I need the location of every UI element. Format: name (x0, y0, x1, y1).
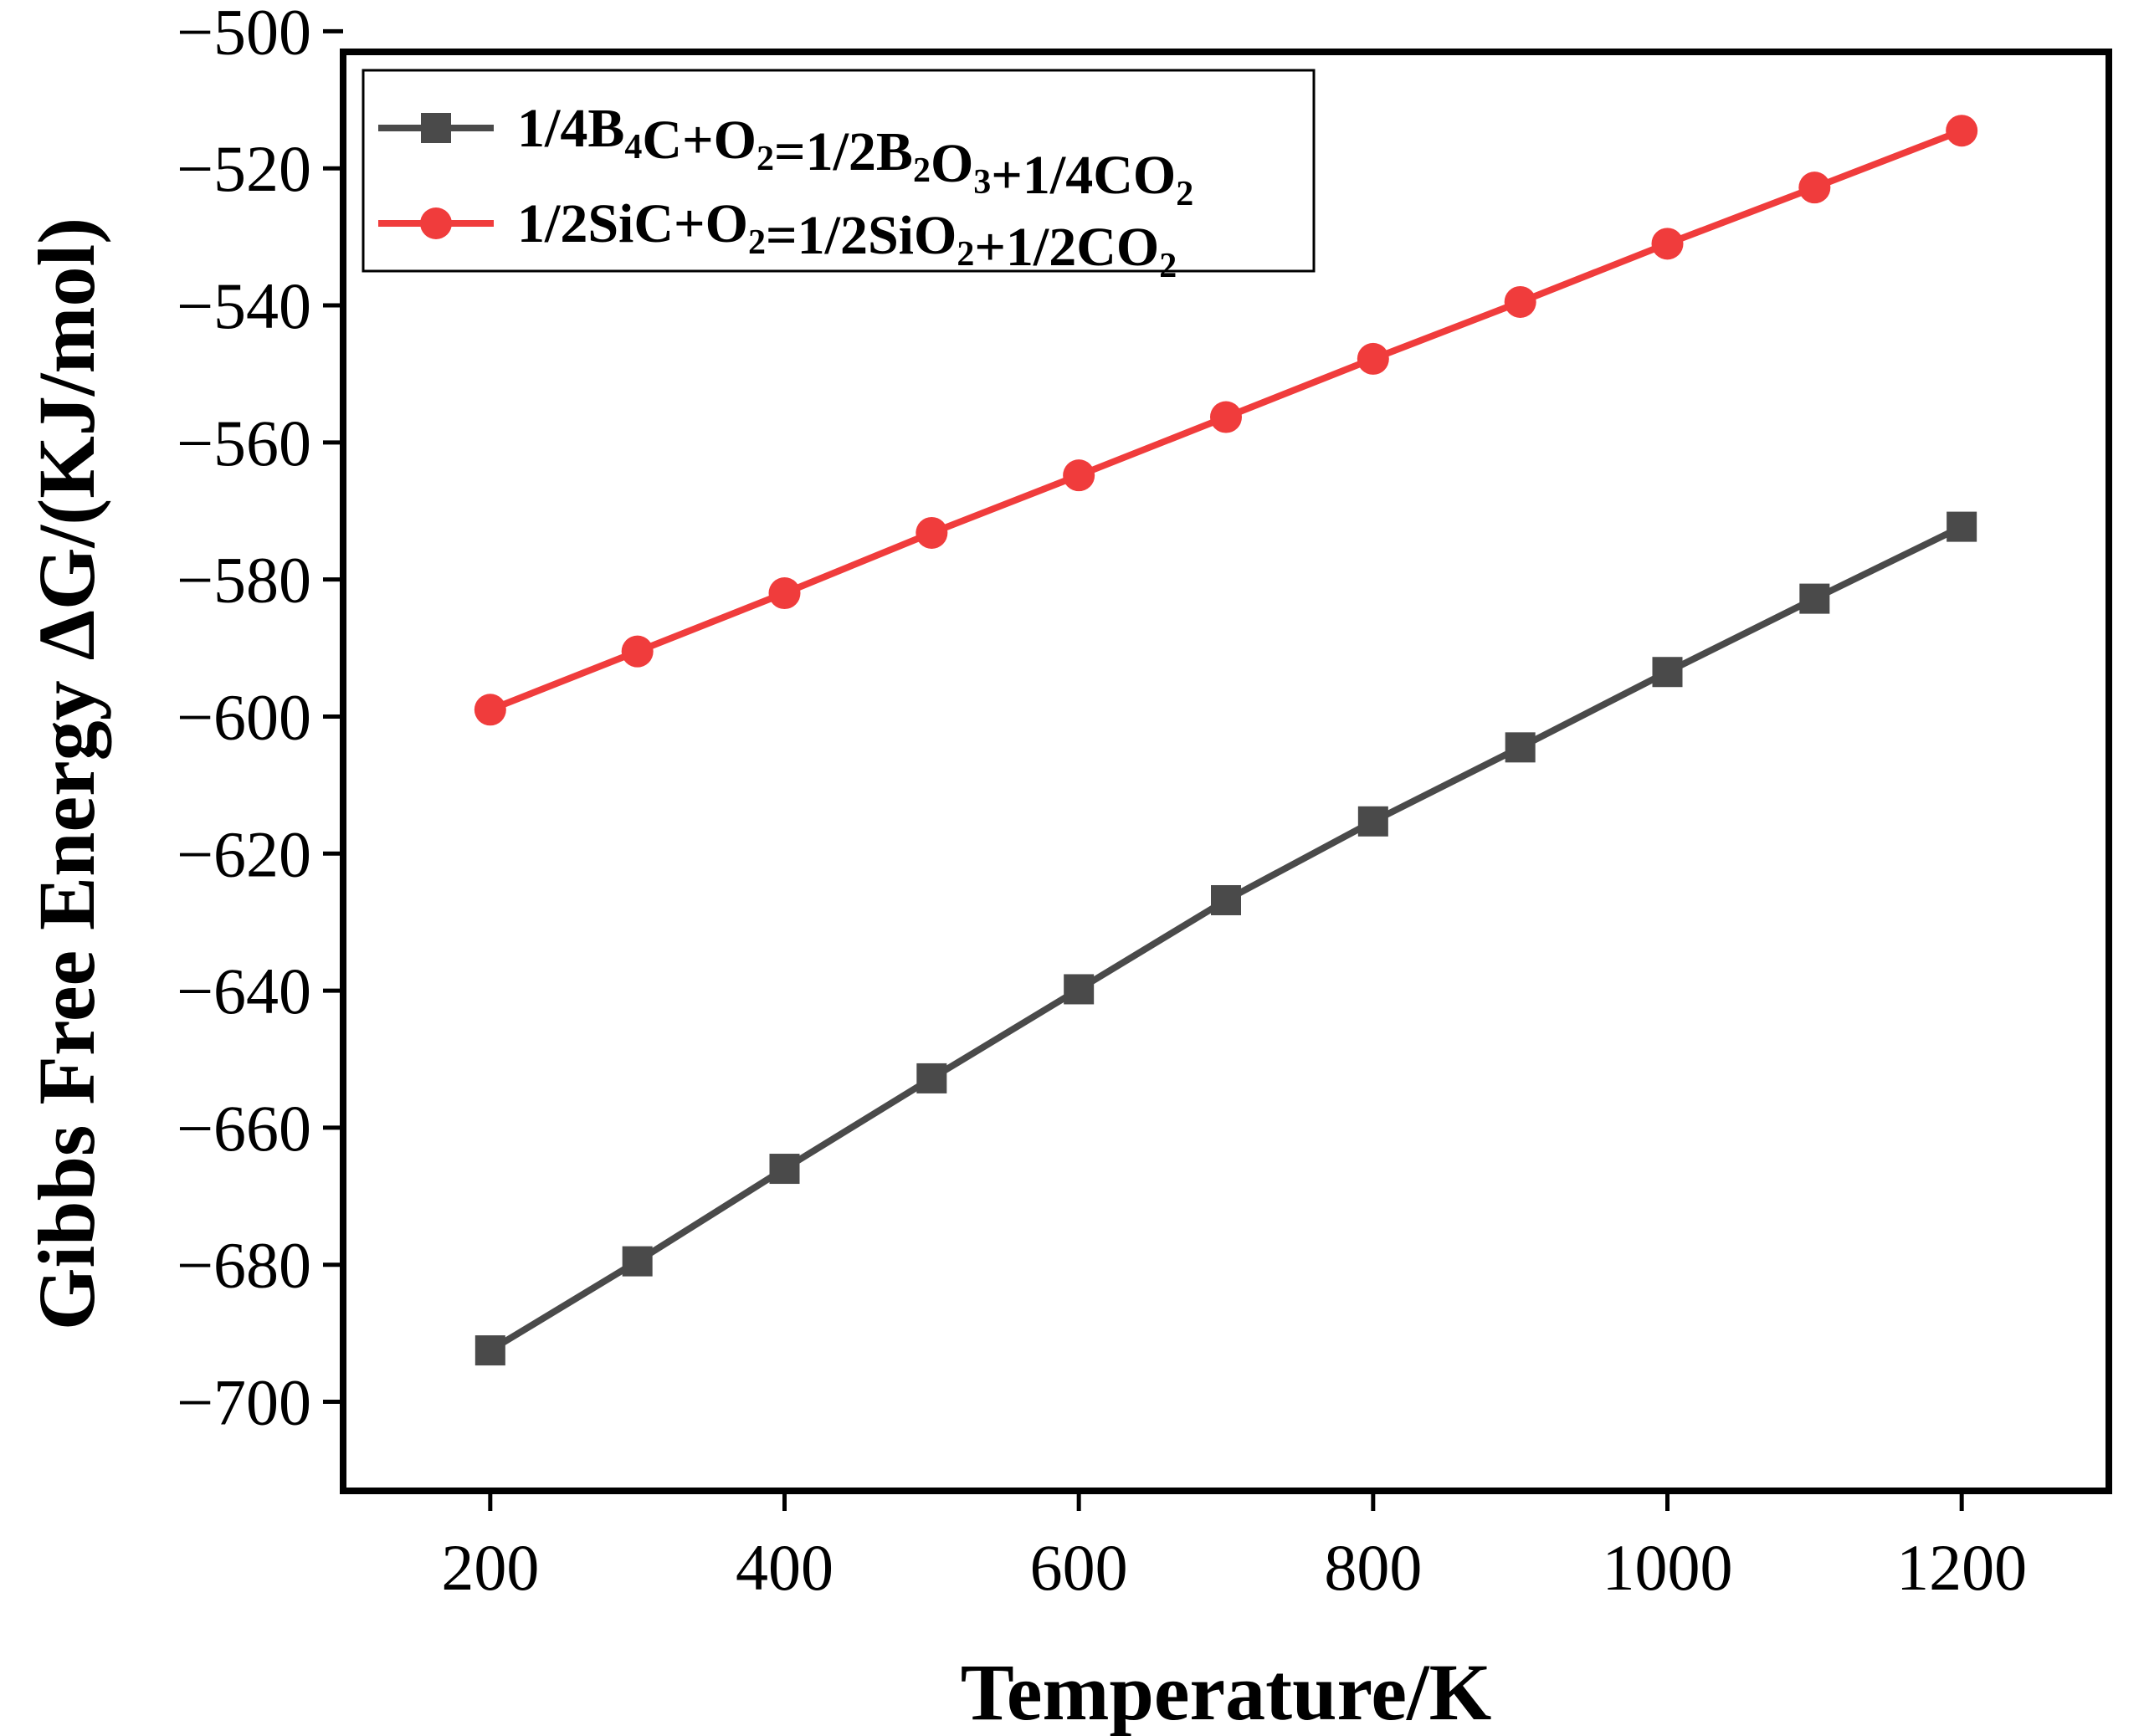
data-point (1798, 172, 1831, 204)
legend-marker (421, 113, 451, 143)
data-point (1357, 342, 1389, 375)
x-tick-label: 200 (441, 1531, 539, 1604)
data-point (1357, 806, 1388, 837)
legend: 1/4B4C+O2=1/2B2O3+1/4CO21/2SiC+O2=1/2SiO… (362, 69, 1316, 285)
data-point (1504, 285, 1536, 318)
data-point (622, 1246, 653, 1277)
series-0 (474, 511, 1977, 1366)
legend-label: 1/2SiC+O2=1/2SiO2+1/2CO2 (517, 193, 1177, 285)
y-tick-label: −620 (177, 817, 311, 890)
data-point (1505, 732, 1536, 763)
x-tick-label: 800 (1324, 1531, 1422, 1604)
data-point (1799, 583, 1830, 614)
y-tick-label: −540 (177, 269, 311, 342)
x-tick-label: 1000 (1603, 1531, 1733, 1604)
x-tick-label: 600 (1030, 1531, 1128, 1604)
series-layer (474, 115, 1978, 1366)
legend-entry-1: 1/2SiC+O2=1/2SiO2+1/2CO2 (378, 193, 1177, 285)
data-point (1946, 115, 1978, 147)
data-point (1063, 459, 1095, 492)
y-tick-label: −660 (177, 1092, 311, 1165)
y-tick-label: −600 (177, 680, 311, 753)
data-point (916, 1063, 947, 1093)
data-point (1947, 511, 1977, 542)
data-point (769, 1154, 800, 1185)
x-axis-title: Temperature/K (961, 1647, 1492, 1736)
legend-marker (420, 207, 452, 239)
y-tick-label: −560 (177, 407, 311, 479)
x-tick-label: 400 (736, 1531, 833, 1604)
x-tick-label: 1200 (1896, 1531, 2027, 1604)
data-point (474, 694, 506, 726)
data-point (621, 635, 654, 668)
y-tick-label: −500 (177, 0, 311, 68)
plot-frame (340, 49, 2112, 1494)
data-point (1211, 884, 1241, 915)
data-point (1651, 228, 1684, 260)
data-point (916, 516, 948, 549)
data-point (1652, 657, 1683, 688)
ticks-layer: 200 400 600 800 1000 1200 −500 −520 −540 −560 −580… (177, 0, 2027, 1604)
y-tick-label: −520 (177, 132, 311, 205)
legend-entry-0: 1/4B4C+O2=1/2B2O3+1/4CO2 (378, 98, 1193, 213)
y-axis-title: Gibbs Free Energy ΔG/(KJ/mol) (22, 218, 111, 1330)
legend-box (362, 69, 1316, 273)
data-point (768, 577, 801, 610)
data-point (1064, 974, 1095, 1005)
y-tick-label: −700 (177, 1366, 311, 1439)
y-tick-label: −680 (177, 1229, 311, 1302)
data-point (1210, 401, 1242, 433)
data-point (474, 1335, 505, 1366)
y-tick-label: −640 (177, 955, 311, 1027)
series-1 (474, 115, 1978, 726)
y-tick-label: −580 (177, 544, 311, 617)
legend-label: 1/4B4C+O2=1/2B2O3+1/4CO2 (517, 98, 1193, 213)
